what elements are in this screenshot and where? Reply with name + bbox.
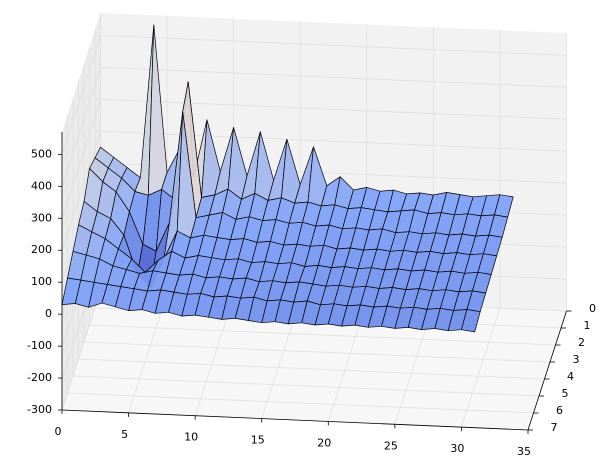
x-tick-label: 5	[121, 428, 128, 441]
x-tick-label: 0	[55, 425, 62, 438]
grid-line	[61, 67, 101, 187]
left-pane	[62, 13, 101, 410]
grid-line	[72, 375, 540, 397]
z-tick-label: 400	[31, 179, 52, 192]
surface-patch	[461, 309, 481, 333]
z-tick-label: 0	[45, 307, 52, 320]
grid-line	[100, 34, 567, 56]
x-tick-label: 15	[251, 434, 265, 447]
x-tick-label: 25	[384, 439, 398, 452]
z-tick-label: 300	[31, 211, 52, 224]
z-tick-label: 200	[31, 243, 52, 256]
grid-line	[61, 290, 101, 411]
x-axis	[61, 409, 529, 431]
grid-line	[67, 392, 534, 414]
x-tick-label: 30	[450, 442, 464, 455]
y-tick-label: 5	[562, 387, 569, 400]
grid-line	[61, 131, 101, 251]
y-tick-label: 3	[573, 353, 580, 366]
grid-line	[89, 324, 556, 346]
grid-line	[78, 358, 545, 380]
grid-line	[100, 130, 567, 152]
y-tick-label: 0	[589, 302, 596, 315]
z-tick-label: -200	[27, 371, 52, 384]
grid-line	[61, 35, 101, 155]
grid-line	[83, 341, 551, 363]
x-tick-label: 35	[517, 445, 531, 458]
y-axis	[527, 310, 567, 431]
x-tick-label: 20	[317, 436, 331, 449]
grid-line	[461, 308, 501, 428]
grid-line	[100, 98, 567, 120]
y-tick-label: 6	[556, 404, 563, 417]
y-tick-label: 7	[551, 421, 558, 434]
y-tick-label: 2	[578, 336, 585, 349]
z-tick-label: -300	[27, 403, 52, 416]
grid-line	[100, 66, 567, 88]
z-tick-label: 100	[31, 275, 52, 288]
y-tick-label: 1	[584, 319, 591, 332]
y-tick-label: 4	[567, 370, 574, 383]
grid-line	[61, 99, 101, 219]
grid-line	[128, 293, 168, 413]
x-tick-label: 10	[184, 431, 198, 444]
z-tick-label: -100	[27, 339, 52, 352]
z-tick-label: 500	[31, 147, 52, 160]
